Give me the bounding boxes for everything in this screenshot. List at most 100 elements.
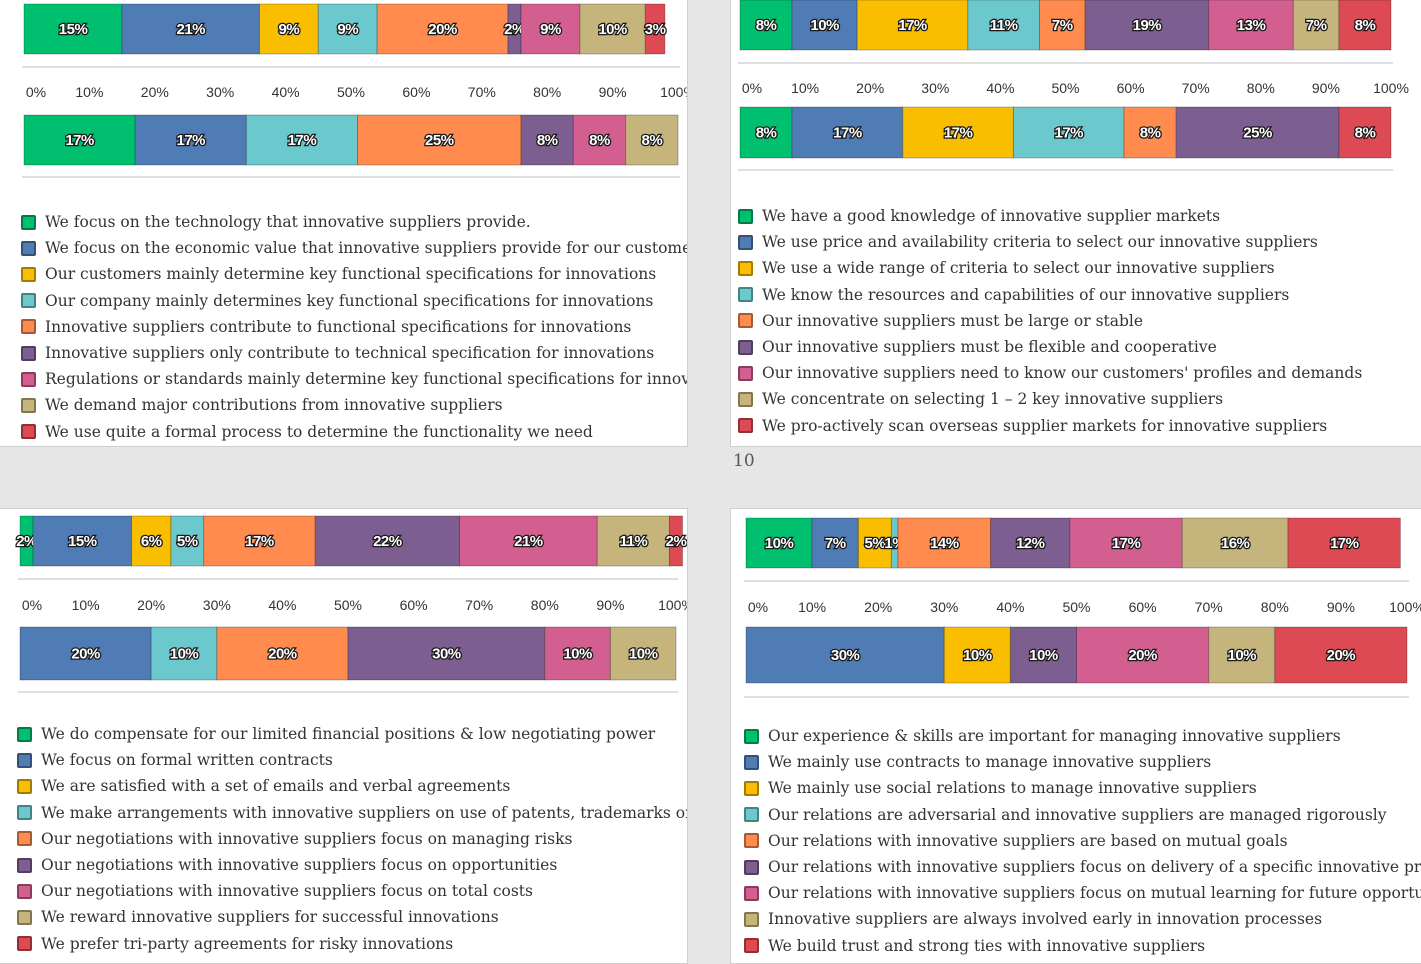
legend-item: Our customers mainly determine key funct… bbox=[21, 261, 687, 287]
legend-item: We use quite a formal process to determi… bbox=[21, 419, 687, 445]
bar-segment bbox=[1038, 0, 1086, 51]
legend-swatch bbox=[21, 240, 36, 256]
legend-item: We pro-actively scan overseas supplier m… bbox=[738, 413, 1362, 439]
legend-item: We make arrangements with innovative sup… bbox=[17, 800, 687, 826]
tick-label: 0% bbox=[26, 84, 46, 100]
segment-label: 22% bbox=[373, 533, 402, 550]
tick-label: 10% bbox=[798, 599, 826, 615]
legend-item: We mainly use contracts to manage innova… bbox=[744, 749, 1421, 775]
bar-segment bbox=[1274, 626, 1408, 684]
segment-label: 9% bbox=[540, 21, 561, 38]
bar-segment bbox=[1287, 517, 1401, 569]
legend-item: We use price and availability criteria t… bbox=[738, 229, 1362, 255]
tick-label: 20% bbox=[864, 599, 892, 615]
tick-label: 0% bbox=[748, 599, 768, 615]
legend-item: Our relations with innovative suppliers … bbox=[744, 854, 1421, 880]
segment-label: 20% bbox=[1327, 647, 1356, 664]
segment-label: 12% bbox=[1016, 535, 1045, 552]
legend-item: Our innovative suppliers must be flexibl… bbox=[738, 334, 1362, 360]
chart-panel-top-right: 0% 10% 20% 30% 40% 50% 60% 70% 80% 90% 100% 8% 10% 17… bbox=[730, 0, 1421, 447]
tick-label: 60% bbox=[400, 597, 428, 613]
segment-label: 17% bbox=[288, 132, 317, 149]
segment-label: 11% bbox=[620, 533, 648, 550]
legend-label: We build trust and strong ties with inno… bbox=[768, 936, 1206, 955]
bar-segment bbox=[544, 626, 611, 681]
legend-label: We focus on the technology that innovati… bbox=[45, 213, 531, 232]
legend-item: We build trust and strong ties with inno… bbox=[744, 933, 1421, 959]
segment-label: 13% bbox=[1237, 17, 1266, 34]
legend-swatch bbox=[738, 339, 753, 355]
bar-segment bbox=[1084, 0, 1210, 51]
legend-label: Our relations with innovative suppliers … bbox=[768, 884, 1421, 903]
segment-label: 21% bbox=[177, 21, 206, 38]
bar-segment bbox=[1338, 106, 1392, 159]
tick-label: 40% bbox=[986, 80, 1014, 96]
tick-label: 60% bbox=[1129, 599, 1157, 615]
bar-segment bbox=[357, 114, 522, 166]
segment-label: 19% bbox=[1133, 17, 1162, 34]
bar-segment bbox=[943, 626, 1011, 684]
bar-segment bbox=[520, 114, 574, 166]
bar-segment bbox=[902, 106, 1014, 159]
tick-label: 0% bbox=[742, 80, 762, 96]
bar-segment bbox=[216, 626, 349, 681]
segment-label: 17% bbox=[177, 132, 206, 149]
legend-swatch bbox=[744, 885, 759, 901]
legend-item: Innovative suppliers contribute to funct… bbox=[21, 314, 687, 340]
segment-label: 20% bbox=[268, 646, 297, 663]
segment-label: 15% bbox=[59, 21, 88, 38]
bar-segment bbox=[644, 3, 666, 55]
chart-panel-top-left: 0% 10% 20% 30% 40% 50% 60% 70% 80% 90% 100% 15% 21% 9… bbox=[0, 0, 688, 447]
tick-label: 50% bbox=[337, 84, 365, 100]
segment-label: 21% bbox=[514, 533, 543, 550]
bar-segment bbox=[1123, 106, 1177, 159]
legend-item: We use a wide range of criteria to selec… bbox=[738, 255, 1362, 281]
legend-label: We have a good knowledge of innovative s… bbox=[762, 207, 1221, 226]
segment-label: 17% bbox=[1054, 125, 1083, 142]
tick-label: 10% bbox=[75, 84, 103, 100]
segment-label: 25% bbox=[1243, 125, 1272, 142]
tick-label: 90% bbox=[1312, 80, 1340, 96]
chart-svg: 0% 10% 20% 30% 40% 50% 60% 70% 80% 90% 100% 2% 15% 6%… bbox=[15, 515, 687, 693]
segment-label: 30% bbox=[831, 647, 860, 664]
legend-swatch bbox=[21, 266, 36, 282]
legend-swatch bbox=[17, 857, 32, 873]
legend-label: We do compensate for our limited financi… bbox=[41, 725, 656, 744]
segment-label: 10% bbox=[1227, 647, 1256, 664]
legend-item: Regulations or standards mainly determin… bbox=[21, 366, 687, 392]
bar-segment bbox=[1069, 517, 1183, 569]
segment-label: 10% bbox=[1029, 647, 1058, 664]
legend-item: Innovative suppliers only contribute to … bbox=[21, 340, 687, 366]
bar-segment bbox=[1208, 0, 1294, 51]
segment-label: 2% bbox=[666, 533, 687, 550]
legend-item: Our negotiations with innovative supplie… bbox=[17, 878, 687, 904]
legend-label: Innovative suppliers only contribute to … bbox=[45, 344, 655, 363]
segment-label: 20% bbox=[1128, 647, 1157, 664]
segment-label: 17% bbox=[245, 533, 274, 550]
legend-label: We use a wide range of criteria to selec… bbox=[762, 259, 1275, 278]
bar-segment bbox=[856, 0, 969, 51]
legend-swatch bbox=[744, 911, 759, 927]
segment-label: 6% bbox=[141, 533, 162, 550]
tick-label: 30% bbox=[206, 84, 234, 100]
tick-label: 30% bbox=[921, 80, 949, 96]
segment-label: 2% bbox=[504, 21, 525, 38]
legend-swatch bbox=[21, 319, 36, 335]
legend-item: We are satisfied with a set of emails an… bbox=[17, 773, 687, 799]
segment-label: 17% bbox=[65, 132, 94, 149]
segment-label: 15% bbox=[68, 533, 97, 550]
bar-segment bbox=[967, 0, 1040, 51]
legend-item: Our relations with innovative suppliers … bbox=[744, 828, 1421, 854]
legend-swatch bbox=[738, 365, 753, 381]
legend-item: We prefer tri-party agreements for risky… bbox=[17, 931, 687, 957]
legend-label: We focus on formal written contracts bbox=[41, 751, 333, 770]
legend: We do compensate for our limited financi… bbox=[17, 721, 687, 957]
legend-swatch bbox=[744, 780, 759, 796]
bar-segment bbox=[791, 106, 904, 159]
legend-swatch bbox=[738, 287, 753, 303]
tick-label: 40% bbox=[272, 84, 300, 100]
legend-swatch bbox=[17, 936, 32, 952]
legend-swatch bbox=[17, 831, 32, 847]
segment-label: 5% bbox=[177, 533, 198, 550]
bar-segment bbox=[203, 515, 316, 567]
